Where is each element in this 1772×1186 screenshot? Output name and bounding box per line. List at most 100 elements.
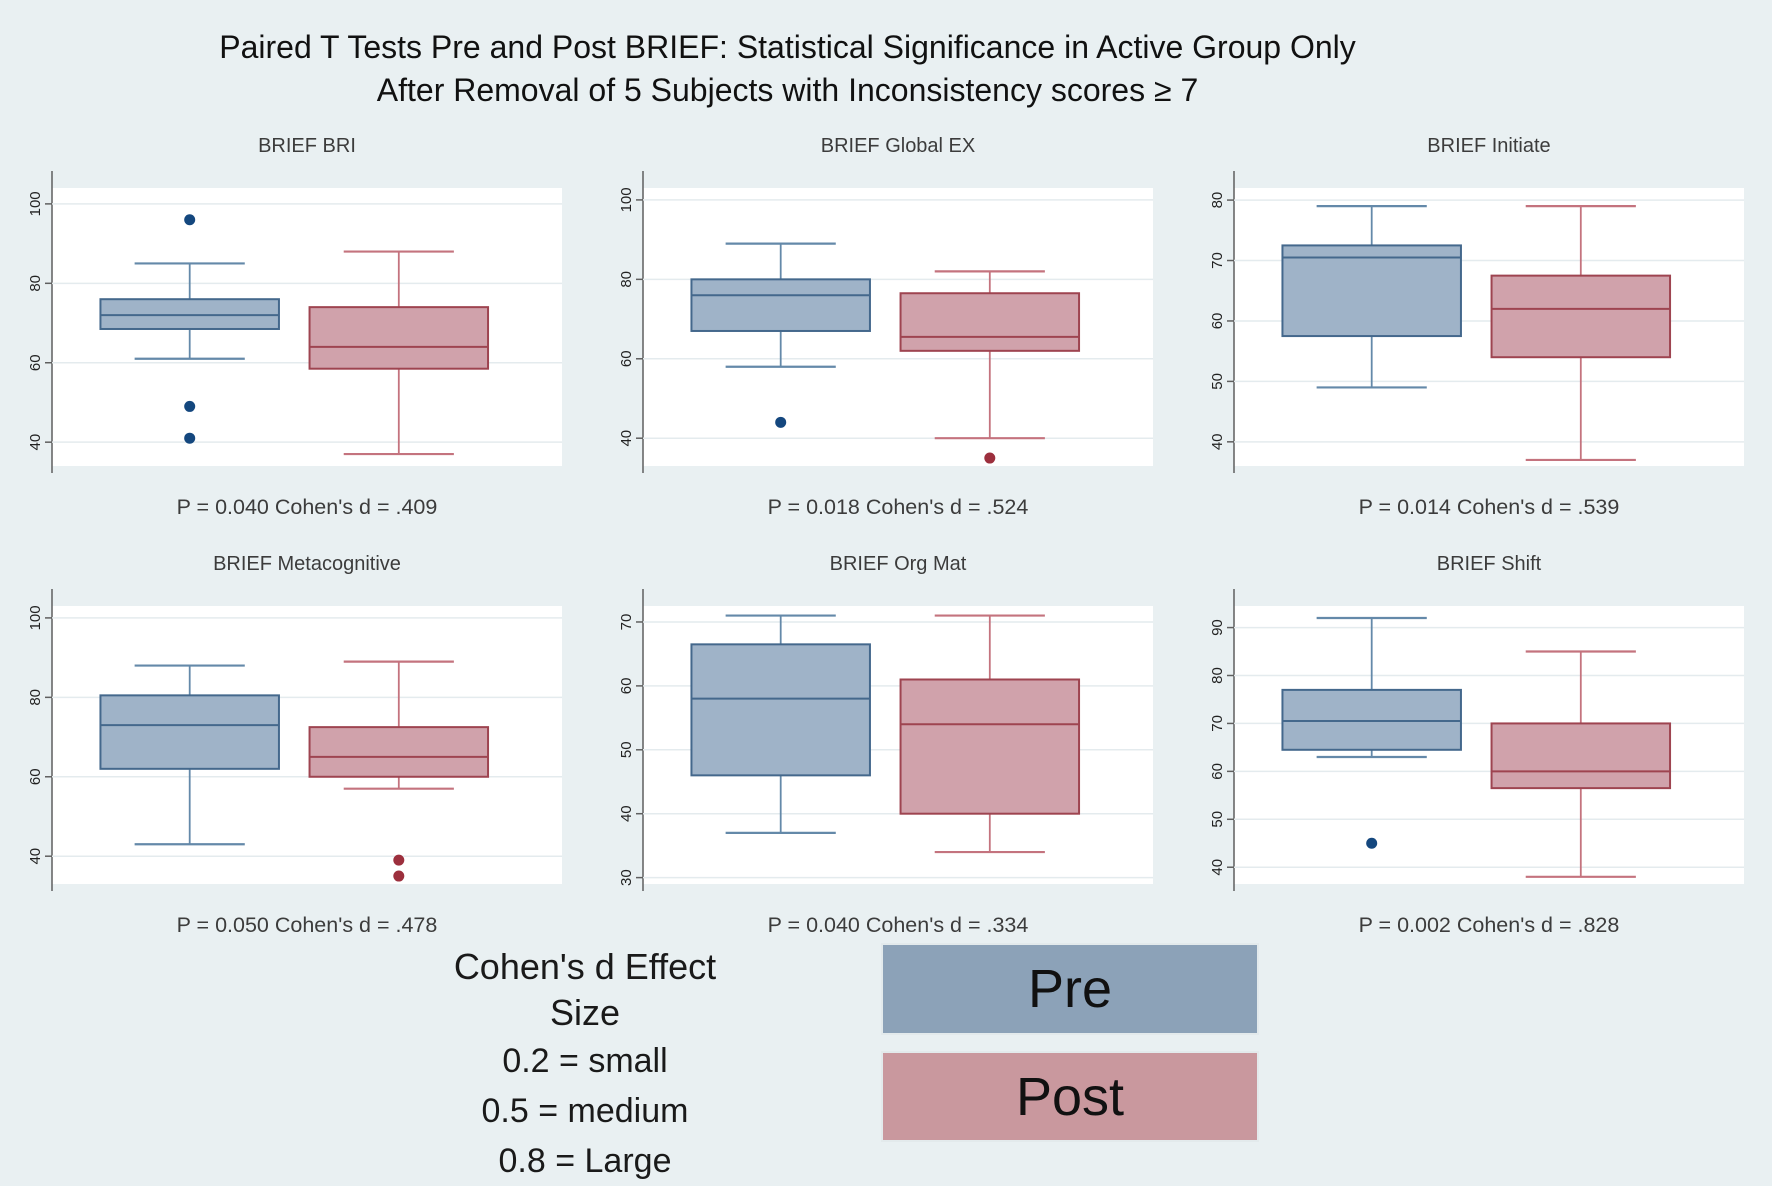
figure-title-line1: Paired T Tests Pre and Post BRIEF: Stati…	[219, 29, 1356, 65]
post-box	[308, 250, 490, 456]
y-axis: 30 40 50 60 70	[618, 589, 644, 891]
iqr-box	[308, 726, 490, 778]
tick-label: 40	[27, 848, 44, 865]
outlier-point	[184, 400, 196, 412]
iqr-box	[690, 643, 871, 777]
subplot-brief-metacognitive: BRIEF Metacognitive 40 60 80 100 P = 0.050 Co…	[0, 540, 590, 940]
subplot-title: BRIEF Global EX	[821, 135, 976, 157]
subplot-title: BRIEF Org Mat	[830, 553, 967, 575]
outlier-point	[393, 870, 405, 882]
pre-box	[1281, 616, 1462, 849]
outlier-point	[393, 854, 405, 866]
outlier-point	[184, 432, 196, 444]
tick-label: 40	[27, 434, 44, 451]
effect-size-note: Cohen's d Effect Size 0.2 = small 0.5 = …	[420, 944, 750, 1186]
tick-label: 30	[618, 869, 635, 886]
iqr-box	[899, 292, 1081, 352]
y-axis: 40 50 60 70 80	[1209, 171, 1235, 473]
boxplot-brief-initiate: BRIEF Initiate 40 50 60 70 80 P = 0.014 Cohen'…	[1209, 135, 1744, 519]
tick-label: 40	[618, 805, 635, 822]
effect-size-large: 0.8 = Large	[498, 1142, 672, 1180]
post-box	[899, 270, 1081, 464]
pre-box	[690, 242, 871, 428]
subplot-caption: P = 0.040 Cohen's d = .334	[768, 913, 1029, 937]
y-axis: 40 60 80 100	[618, 171, 644, 473]
tick-label: 70	[618, 614, 635, 631]
tick-label: 80	[1209, 192, 1226, 209]
boxplot-brief-metacognitive: BRIEF Metacognitive 40 60 80 100 P = 0.050 Co…	[27, 553, 562, 937]
tick-label: 80	[618, 271, 635, 288]
iqr-box	[308, 306, 490, 370]
subplot-title: BRIEF Metacognitive	[213, 553, 401, 575]
tick-label: 100	[618, 187, 635, 212]
legend-key-pre-label: Pre	[1027, 959, 1113, 1019]
pre-box	[99, 214, 280, 444]
tick-label: 60	[1209, 763, 1226, 780]
y-axis: 40 50 60 70 80 90	[1209, 589, 1235, 891]
tick-label: 80	[27, 689, 44, 706]
iqr-box	[899, 678, 1081, 815]
tick-label: 100	[27, 191, 44, 216]
subplot-caption: P = 0.002 Cohen's d = .828	[1359, 913, 1620, 937]
tick-label: 50	[1209, 811, 1226, 828]
tick-label: 50	[1209, 373, 1226, 390]
subplot-title: BRIEF Shift	[1437, 553, 1542, 575]
post-box	[1490, 205, 1672, 462]
subplot-caption: P = 0.014 Cohen's d = .539	[1359, 495, 1620, 519]
subplot-title: BRIEF Initiate	[1427, 135, 1550, 157]
outlier-point	[984, 452, 996, 464]
subplot-title: BRIEF BRI	[258, 135, 356, 157]
outlier-point	[775, 416, 787, 428]
pre-box	[1281, 205, 1462, 389]
tick-label: 40	[1209, 859, 1226, 876]
legend-key-post: Post	[881, 1051, 1259, 1142]
iqr-box	[99, 694, 280, 770]
tick-label: 40	[618, 430, 635, 447]
figure-title: Paired T Tests Pre and Post BRIEF: Stati…	[0, 26, 1575, 112]
tick-label: 80	[27, 275, 44, 292]
post-box	[308, 660, 490, 882]
post-box	[899, 614, 1081, 854]
figure-title-line2: After Removal of 5 Subjects with Inconsi…	[376, 72, 1199, 108]
subplot-caption: P = 0.018 Cohen's d = .524	[768, 495, 1029, 519]
iqr-box	[690, 278, 871, 332]
tick-label: 60	[618, 350, 635, 367]
iqr-box	[1490, 274, 1672, 359]
y-axis: 40 60 80 100	[27, 171, 53, 473]
subplot-caption: P = 0.050 Cohen's d = .478	[177, 913, 438, 937]
subplot-brief-initiate: BRIEF Initiate 40 50 60 70 80 P = 0.014 Cohen'…	[1182, 122, 1772, 522]
boxplot-brief-bri: BRIEF BRI 40 60 80 100 P = 0.040 Cohen's d = …	[27, 135, 562, 519]
subplot-brief-org-mat: BRIEF Org Mat 30 40 50 60 70 P = 0.040 Cohen's…	[591, 540, 1181, 940]
tick-label: 70	[1209, 715, 1226, 732]
legend-key-post-label: Post	[1015, 1066, 1125, 1127]
tick-label: 60	[27, 768, 44, 785]
tick-label: 100	[27, 605, 44, 630]
outlier-point	[184, 214, 196, 226]
tick-label: 50	[618, 741, 635, 758]
subplot-caption: P = 0.040 Cohen's d = .409	[177, 495, 438, 519]
boxplot-brief-global-ex: BRIEF Global EX 40 60 80 100 P = 0.018 Cohen'…	[618, 135, 1153, 519]
y-axis: 40 60 80 100	[27, 589, 53, 891]
iqr-box	[1490, 722, 1672, 790]
pre-box	[690, 614, 871, 834]
post-box	[1490, 650, 1672, 878]
pre-box	[99, 664, 280, 846]
effect-size-note-title: Cohen's d Effect Size	[453, 946, 717, 1033]
tick-label: 80	[1209, 667, 1226, 684]
effect-size-medium: 0.5 = medium	[481, 1092, 689, 1130]
subplot-brief-shift: BRIEF Shift 40 50 60 70 80 90 P = 0.002 Cohen's…	[1182, 540, 1772, 940]
legend-key-pre: Pre	[881, 943, 1259, 1035]
iqr-box	[1281, 688, 1462, 751]
effect-size-small: 0.2 = small	[502, 1042, 668, 1080]
tick-label: 60	[27, 354, 44, 371]
tick-label: 70	[1209, 252, 1226, 269]
outlier-point	[1366, 837, 1378, 849]
boxplot-brief-shift: BRIEF Shift 40 50 60 70 80 90 P = 0.002 Cohen's…	[1209, 553, 1744, 937]
tick-label: 90	[1209, 619, 1226, 636]
tick-label: 40	[1209, 433, 1226, 450]
boxplot-brief-org-mat: BRIEF Org Mat 30 40 50 60 70 P = 0.040 Cohen's…	[618, 553, 1153, 937]
subplot-brief-global-ex: BRIEF Global EX 40 60 80 100 P = 0.018 Cohen'…	[591, 122, 1181, 522]
tick-label: 60	[1209, 313, 1226, 330]
iqr-box	[1281, 244, 1462, 338]
